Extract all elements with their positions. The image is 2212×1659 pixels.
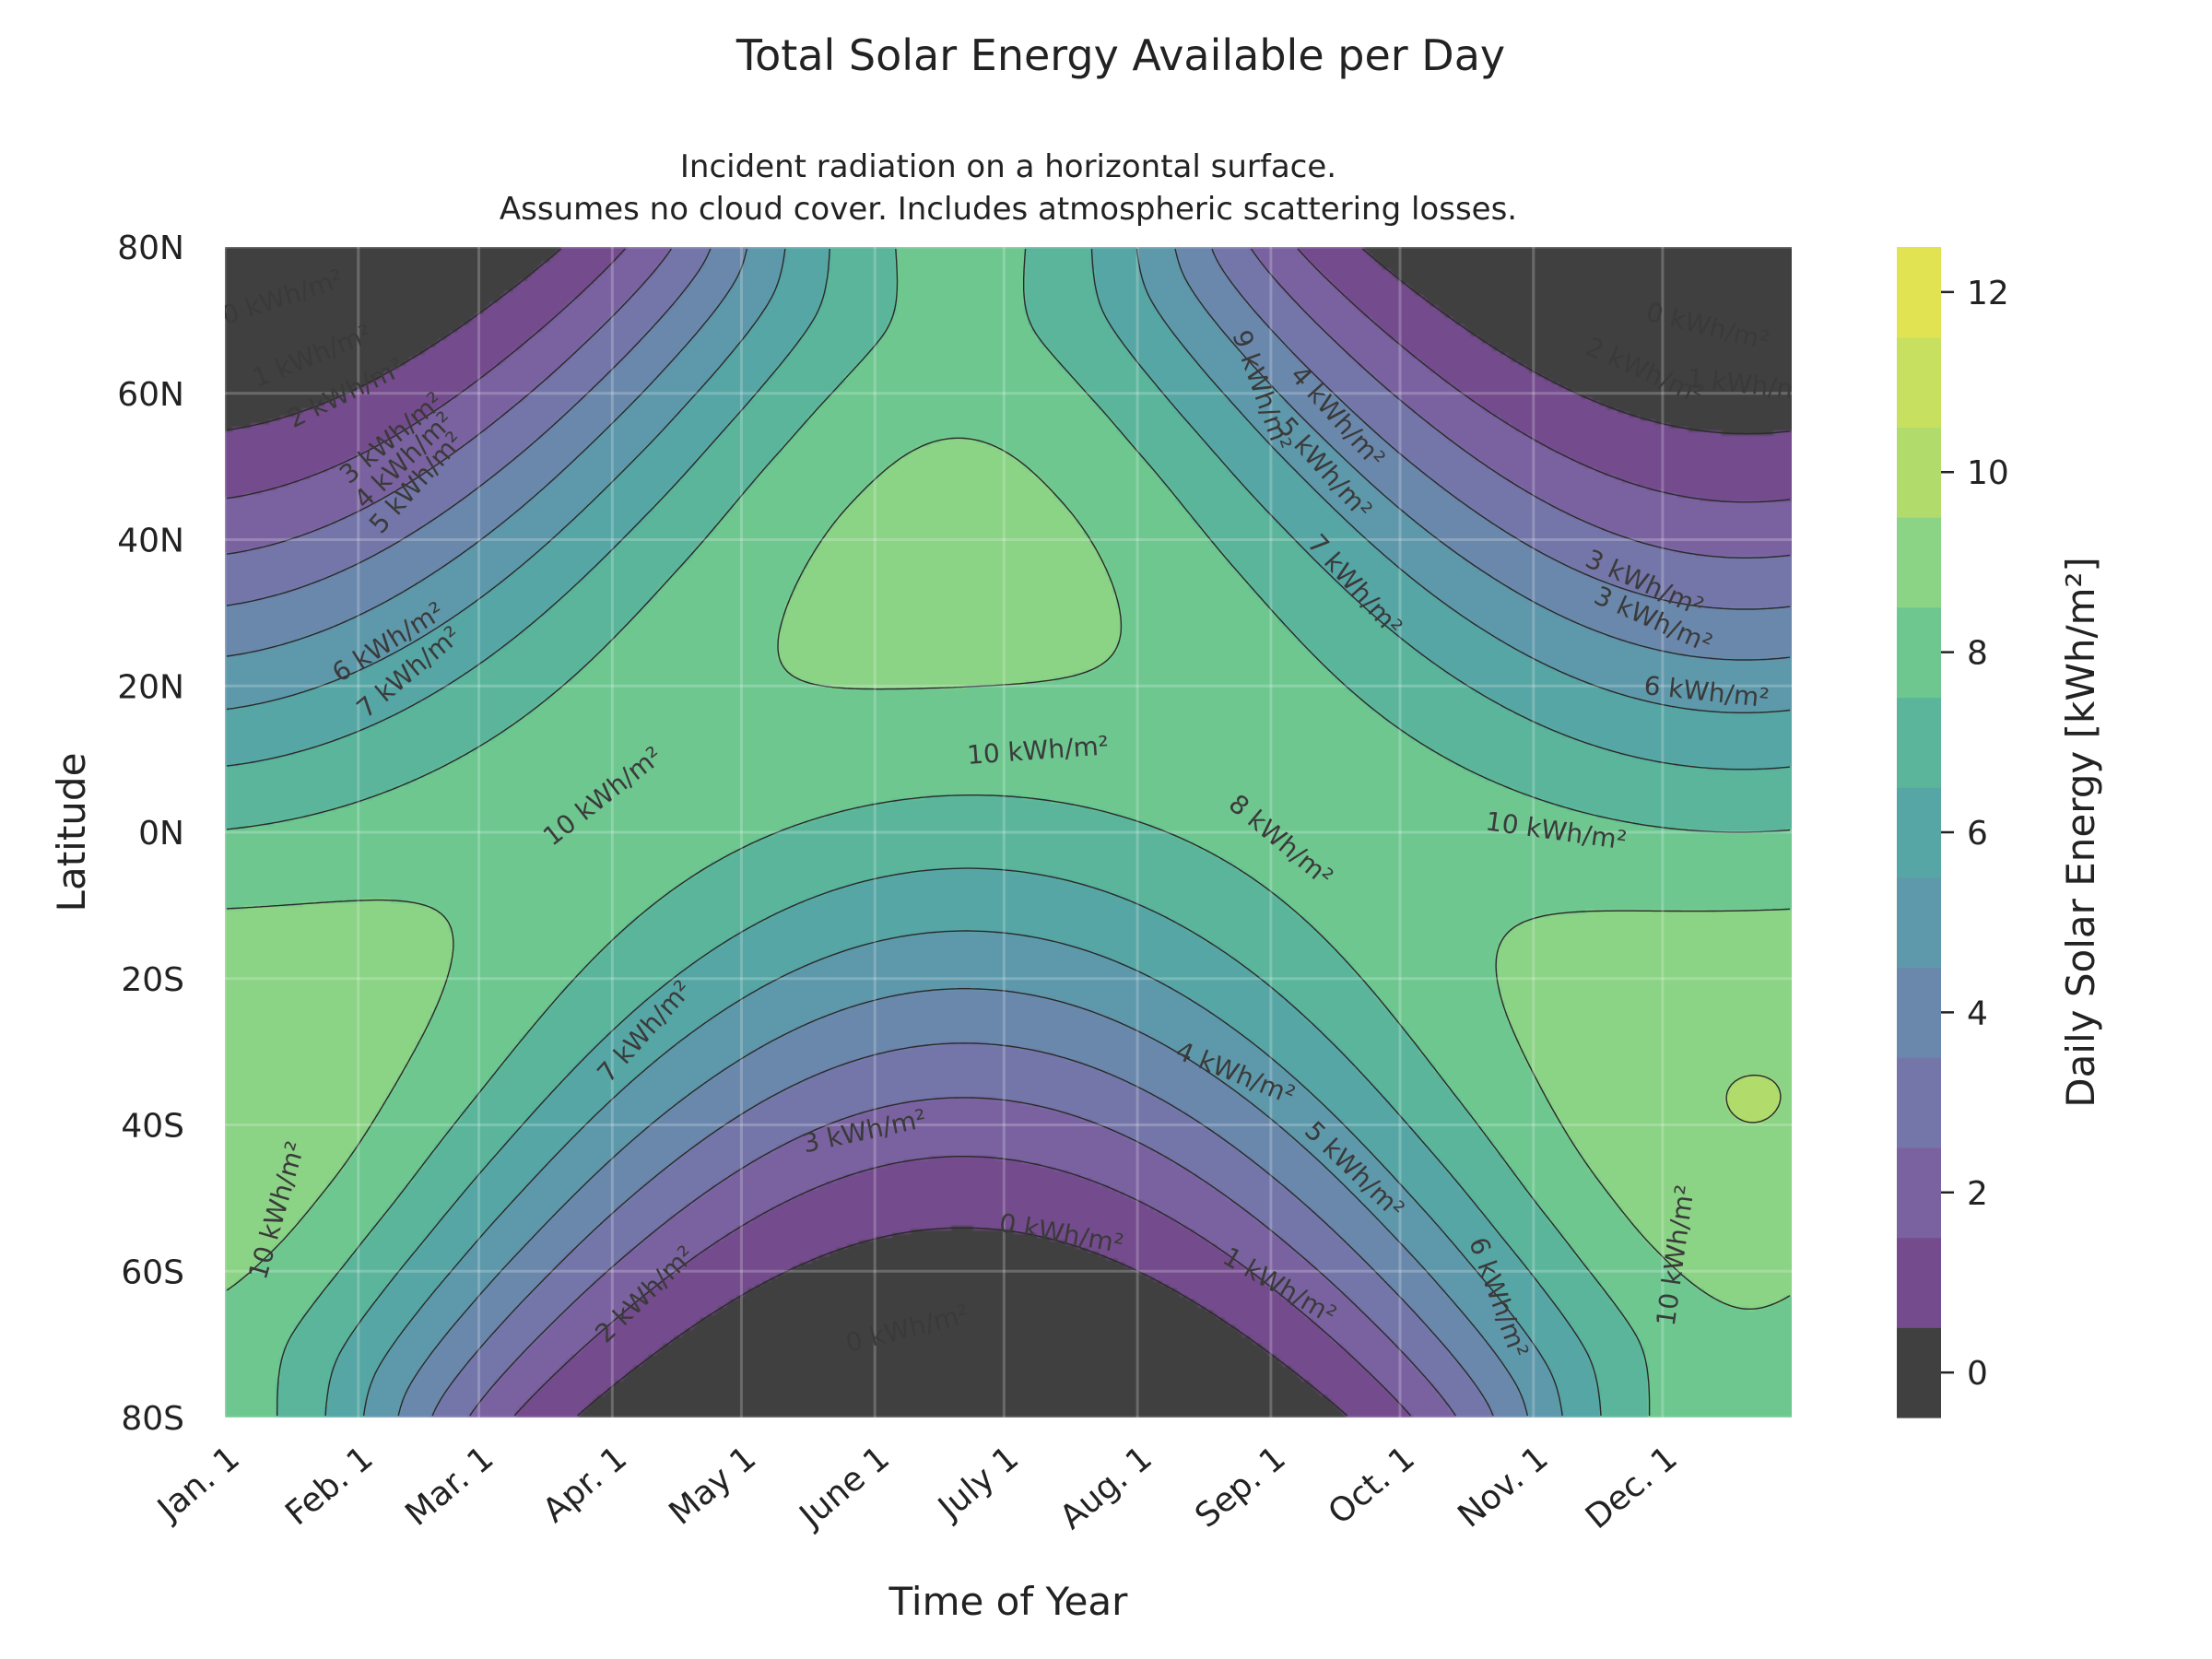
colorbar-band-9 bbox=[1897, 517, 1941, 608]
colorbar-band-11 bbox=[1897, 336, 1941, 428]
contour-line-1 bbox=[226, 248, 1791, 1417]
colorbar-tick-label-2: 4 bbox=[1967, 994, 1988, 1032]
colorbar-band-10 bbox=[1897, 427, 1941, 518]
y-tick-label-5: 20S bbox=[121, 961, 184, 999]
colorbar-band-12 bbox=[1897, 247, 1941, 338]
x-tick-label-3: Apr. 1 bbox=[536, 1439, 635, 1530]
y-tick-label-0: 80N bbox=[117, 229, 184, 267]
energy-field bbox=[225, 247, 1792, 1418]
colorbar-band-2 bbox=[1897, 1147, 1941, 1239]
colorbar-ticks: 0 2 4 6 8 10 12 bbox=[1941, 275, 2009, 1393]
x-tick-label-8: Sep. 1 bbox=[1188, 1439, 1292, 1535]
x-tick-label-0: Jan. 1 bbox=[149, 1439, 246, 1529]
chart-title: Total Solar Energy Available per Day bbox=[735, 30, 1505, 80]
contour-lines bbox=[226, 248, 1791, 1417]
contour-line-6 bbox=[226, 248, 1791, 1417]
colorbar-tick-label-6: 12 bbox=[1967, 275, 2009, 312]
contour-line-3 bbox=[226, 248, 1791, 1417]
contour-line-0 bbox=[226, 248, 1791, 1417]
colorbar-tick-label-3: 6 bbox=[1967, 815, 1988, 853]
colorbar-band-0 bbox=[1897, 1327, 1941, 1418]
y-axis-label: Latitude bbox=[49, 753, 94, 912]
colorbar-band-5 bbox=[1897, 877, 1941, 969]
y-tick-label-7: 60S bbox=[121, 1253, 184, 1291]
y-tick-label-8: 80S bbox=[121, 1400, 184, 1438]
y-tick-label-4: 0N bbox=[138, 815, 184, 853]
x-tick-label-11: Dec. 1 bbox=[1579, 1439, 1685, 1536]
y-tick-label-1: 60N bbox=[117, 376, 184, 414]
y-tick-label-6: 40S bbox=[121, 1108, 184, 1146]
x-tick-label-9: Oct. 1 bbox=[1322, 1439, 1422, 1532]
colorbar-band-7 bbox=[1897, 697, 1941, 788]
x-tick-label-1: Feb. 1 bbox=[278, 1439, 380, 1533]
grid-lines bbox=[225, 247, 1792, 1418]
contour-line-7 bbox=[226, 248, 1791, 1416]
y-tick-label-2: 40N bbox=[117, 523, 184, 560]
contour-line-9 bbox=[1725, 1074, 1782, 1124]
x-tick-label-7: Aug. 1 bbox=[1053, 1439, 1159, 1536]
colorbar-tick-label-0: 0 bbox=[1967, 1355, 1988, 1393]
x-tick-label-4: May 1 bbox=[663, 1439, 764, 1532]
x-axis-label: Time of Year bbox=[888, 1579, 1129, 1624]
colorbar-tick-label-5: 10 bbox=[1967, 454, 2009, 492]
x-axis-ticks: Jan. 1 Feb. 1 Mar. 1 Apr. 1 May 1 June 1 July … bbox=[149, 1439, 1684, 1536]
contour-line-2 bbox=[226, 248, 1791, 1417]
chart-subtitle-line-1: Incident radiation on a horizontal surfa… bbox=[680, 148, 1336, 185]
colorbar bbox=[1897, 247, 1941, 1418]
contour-line-8 bbox=[226, 437, 1791, 1310]
x-tick-label-5: June 1 bbox=[792, 1439, 897, 1535]
colorbar-band-1 bbox=[1897, 1237, 1941, 1328]
colorbar-band-3 bbox=[1897, 1057, 1941, 1148]
colorbar-tick-label-4: 8 bbox=[1967, 635, 1988, 673]
contour-line-5 bbox=[226, 248, 1791, 1417]
x-tick-label-10: Nov. 1 bbox=[1451, 1439, 1555, 1535]
x-tick-label-6: July 1 bbox=[930, 1439, 1026, 1527]
y-tick-label-3: 20N bbox=[117, 668, 184, 706]
colorbar-tick-label-1: 2 bbox=[1967, 1175, 1988, 1213]
chart-subtitle-line-2: Assumes no cloud cover. Includes atmosph… bbox=[500, 191, 1517, 228]
colorbar-label: Daily Solar Energy [kWh/m²] bbox=[2058, 557, 2103, 1108]
colorbar-band-8 bbox=[1897, 606, 1941, 699]
contour-line-4 bbox=[226, 248, 1791, 1417]
colorbar-band-4 bbox=[1897, 967, 1941, 1058]
colorbar-band-6 bbox=[1897, 787, 1941, 878]
x-tick-label-2: Mar. 1 bbox=[398, 1439, 500, 1533]
y-axis-ticks: 80N 60N 40N 20N 0N 20S 40S 60S 80S bbox=[117, 229, 184, 1438]
plot-area bbox=[225, 247, 1792, 1418]
